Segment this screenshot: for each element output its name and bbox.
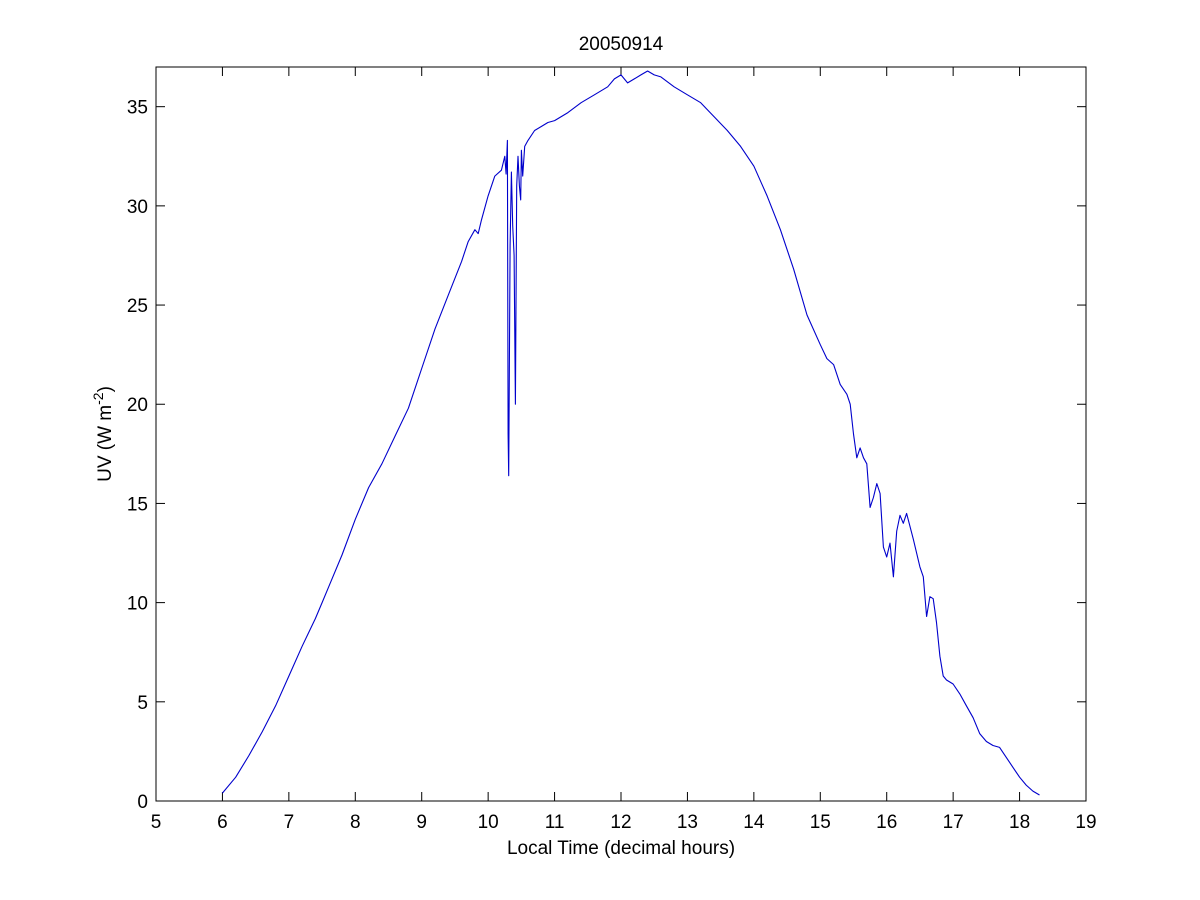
x-tick-label: 11: [545, 812, 565, 833]
series-layer: [221, 70, 1040, 796]
y-axis-label-superscript: -2: [90, 392, 106, 405]
x-tick-label: 10: [478, 812, 499, 833]
x-tick-label: 19: [1075, 812, 1096, 833]
x-tick-label: 17: [943, 812, 964, 833]
uv-series-line: [221, 70, 1040, 796]
y-axis-label-prefix: UV (W m: [95, 405, 116, 482]
x-tick-label: 15: [810, 812, 831, 833]
x-tick-label: 14: [743, 812, 765, 833]
x-axis-ticks: 5 6 7 8 9 10 11 12 13 14 15 16 17 18 19: [151, 67, 1097, 833]
x-tick-label: 8: [350, 812, 361, 833]
x-tick-label: 16: [876, 812, 897, 833]
x-tick-label: 5: [151, 812, 162, 833]
y-tick-label: 35: [127, 98, 148, 119]
y-tick-label: 0: [137, 792, 148, 813]
y-tick-label: 25: [127, 296, 148, 317]
chart-title: 20050914: [579, 34, 664, 55]
x-tick-label: 7: [284, 812, 295, 833]
y-axis-label: UV (W m-2): [90, 386, 116, 482]
x-tick-label: 12: [610, 812, 631, 833]
x-axis-label: Local Time (decimal hours): [507, 838, 735, 859]
plot-frame: [155, 66, 1087, 802]
x-tick-label: 18: [1009, 812, 1030, 833]
y-axis-label-suffix: ): [95, 386, 116, 392]
y-tick-label: 15: [127, 494, 148, 515]
plot-background: [156, 67, 1086, 801]
x-tick-label: 9: [416, 812, 427, 833]
y-tick-label: 20: [127, 395, 148, 416]
y-tick-label: 10: [127, 594, 148, 615]
y-axis-ticks: 0 5 10 15 20 25 30 35: [127, 98, 1086, 813]
x-tick-label: 6: [217, 812, 228, 833]
x-tick-label: 13: [677, 812, 698, 833]
y-tick-label: 5: [137, 693, 148, 714]
y-tick-label: 30: [127, 197, 148, 218]
